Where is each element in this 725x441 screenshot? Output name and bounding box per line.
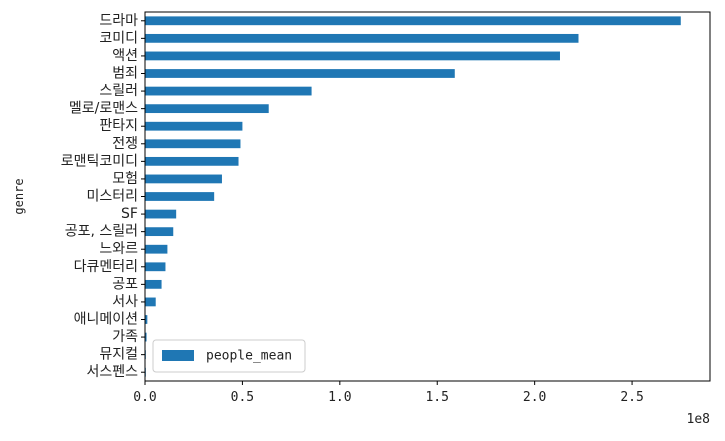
x-tick-label: 0.5: [231, 390, 254, 405]
category-label: 공포, 스릴러: [65, 224, 138, 240]
category-label: SF: [121, 206, 138, 222]
bar: [145, 16, 681, 26]
category-label: 모험: [112, 171, 138, 187]
x-tick-label: 2.5: [620, 390, 643, 405]
category-label: 드라마: [99, 13, 138, 29]
x-tick-label: 1.5: [425, 390, 448, 405]
category-label: 액션: [112, 48, 138, 64]
plot-frame: [144, 11, 711, 382]
bars-group: [145, 16, 681, 377]
bar: [145, 244, 168, 254]
legend: people_mean: [152, 339, 306, 373]
bar: [145, 139, 241, 149]
x-tick-label: 2.0: [523, 390, 546, 405]
category-label: 미스터리: [86, 189, 138, 205]
x-tick-label: 0.0: [133, 390, 156, 405]
bar: [145, 33, 579, 43]
bar: [145, 104, 269, 114]
category-label: 서사: [112, 294, 138, 310]
bar: [145, 121, 243, 131]
category-label: 코미디: [99, 30, 138, 46]
category-label: 느와르: [99, 241, 138, 257]
bar: [145, 51, 560, 61]
bar: [145, 156, 239, 166]
x-offset-label: 1e8: [687, 412, 710, 427]
category-label: 로맨틱코미디: [61, 153, 138, 169]
bar: [145, 227, 174, 237]
category-label: 애니메이션: [74, 312, 138, 328]
category-label: 가족: [112, 329, 138, 345]
bar: [145, 192, 215, 201]
x-tick-label: 1.0: [328, 390, 351, 405]
bar: [145, 332, 147, 342]
category-label: 서스펜스: [86, 364, 138, 380]
legend-label: people_mean: [206, 349, 292, 364]
legend-box: [152, 339, 306, 373]
legend-swatch: [162, 350, 194, 361]
category-label: 범죄: [112, 66, 138, 82]
bar: [145, 209, 177, 219]
bar: [145, 69, 455, 78]
bar: [145, 262, 166, 272]
category-label: 판타지: [99, 118, 138, 134]
category-label: 다큐멘터리: [74, 259, 138, 275]
category-label: 공포: [112, 276, 138, 292]
bar: [145, 279, 162, 289]
bar: [145, 297, 156, 307]
category-label: 멜로/로맨스: [69, 101, 138, 117]
x-ticks: 0.0 0.5 1.0 1.5 2.0 2.5: [133, 381, 644, 405]
category-label: 스릴러: [99, 83, 138, 99]
bar: [145, 86, 312, 96]
bar: [145, 315, 148, 324]
y-axis-title: genre: [12, 178, 26, 214]
category-label: 전쟁: [112, 136, 138, 152]
category-label: 뮤지컬: [99, 347, 138, 363]
bar: [145, 174, 222, 184]
